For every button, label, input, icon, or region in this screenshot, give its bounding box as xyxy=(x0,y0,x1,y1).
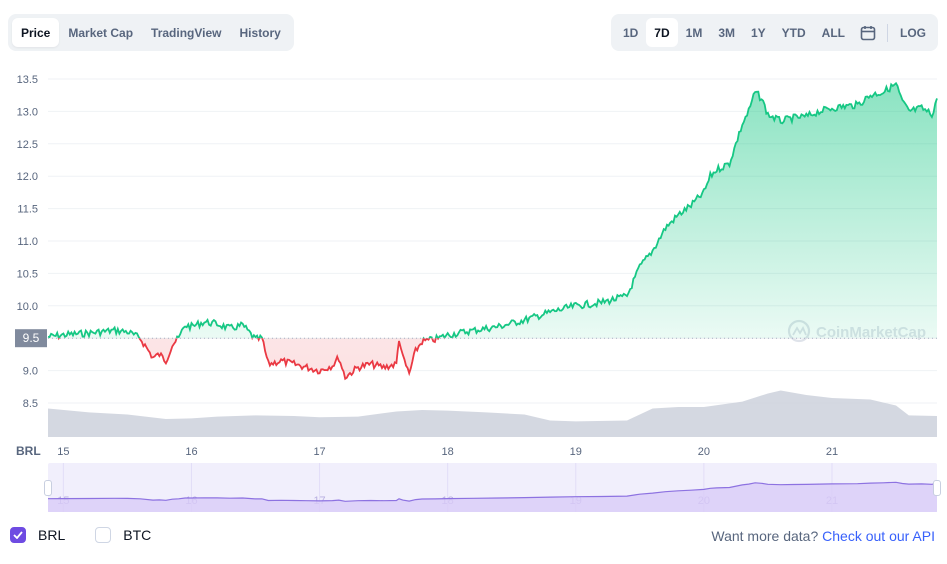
more-data-prompt: Want more data? Check out our API xyxy=(711,528,935,544)
x-axis: 15 16 17 18 19 20 21 xyxy=(57,446,838,458)
x-tick-label: 19 xyxy=(570,446,582,458)
x-tick-label: 15 xyxy=(57,446,69,458)
time-range-selector: 1D 7D 1M 3M 1Y YTD ALL LOG xyxy=(610,14,938,51)
current-price-tag: 9.5 xyxy=(15,329,47,348)
price-series xyxy=(47,81,938,381)
current-price-label: 9.5 xyxy=(23,331,40,345)
x-tick-label: 18 xyxy=(442,446,454,458)
y-tick-label: 11.0 xyxy=(17,236,38,248)
tab-history[interactable]: History xyxy=(239,25,281,40)
legend-label-brl: BRL xyxy=(38,527,66,543)
calendar-icon-glyph xyxy=(860,25,876,40)
calendar-icon[interactable] xyxy=(853,18,883,47)
range-all-button[interactable]: ALL xyxy=(821,25,845,40)
y-tick-label: 10.5 xyxy=(17,268,38,280)
x-tick-label: 21 xyxy=(826,446,838,458)
brl-checkbox[interactable] xyxy=(10,527,26,543)
range-7d-button[interactable]: 7D xyxy=(646,18,678,47)
x-tick-label: 17 xyxy=(313,446,325,458)
legend-item-brl[interactable]: BRL xyxy=(10,527,65,543)
navigator-left-handle[interactable] xyxy=(44,480,52,496)
range-divider xyxy=(887,23,888,42)
price-chart[interactable]: CoinMarketCap 9.5 13.513.012.512.011.511… xyxy=(0,60,947,460)
navigator-line xyxy=(48,481,937,502)
legend: BRL BTC xyxy=(10,527,181,543)
y-axis: 13.5 13.0 12.5 12.0 11.5 11.0 10.5 10.0 9.0 8.5 xyxy=(17,74,38,410)
y-tick-label: 10.0 xyxy=(17,301,38,313)
y-tick-label: 9.0 xyxy=(23,366,38,378)
price-line-up xyxy=(47,81,938,339)
range-1y-button[interactable]: 1Y xyxy=(750,25,766,40)
y-tick-label: 12.0 xyxy=(17,171,38,183)
volume-series xyxy=(48,390,937,437)
range-ytd-button[interactable]: YTD xyxy=(781,25,806,40)
range-3m-button[interactable]: 3M xyxy=(718,25,735,40)
x-tick-label: 20 xyxy=(698,446,710,458)
y-tick-label: 13.0 xyxy=(17,106,38,118)
range-1m-button[interactable]: 1M xyxy=(685,25,703,40)
range-1d-button[interactable]: 1D xyxy=(622,25,639,40)
y-tick-label: 8.5 xyxy=(23,398,38,410)
log-scale-button[interactable]: LOG xyxy=(900,25,926,40)
navigator-right-handle[interactable] xyxy=(933,480,941,496)
chart-type-tabs: Price Market Cap TradingView History xyxy=(8,14,294,51)
y-tick-label: 13.5 xyxy=(17,74,38,86)
volume-area xyxy=(48,390,937,437)
check-icon xyxy=(13,531,23,539)
more-data-text: Want more data? xyxy=(711,528,819,544)
btc-checkbox[interactable] xyxy=(95,527,112,543)
x-tick-label: 16 xyxy=(185,446,197,458)
y-tick-label: 12.5 xyxy=(17,139,38,151)
tab-market-cap[interactable]: Market Cap xyxy=(68,25,134,40)
legend-label-btc: BTC xyxy=(123,527,152,543)
tab-tradingview[interactable]: TradingView xyxy=(151,25,222,40)
price-area-down xyxy=(139,338,439,379)
y-tick-label: 11.5 xyxy=(17,204,38,216)
tab-price[interactable]: Price xyxy=(12,18,60,47)
navigator-area xyxy=(48,482,937,512)
currency-axis-label: BRL xyxy=(16,444,41,458)
api-link[interactable]: Check out our API xyxy=(822,528,935,544)
price-area-up xyxy=(48,83,937,339)
legend-item-btc[interactable]: BTC xyxy=(95,527,151,543)
